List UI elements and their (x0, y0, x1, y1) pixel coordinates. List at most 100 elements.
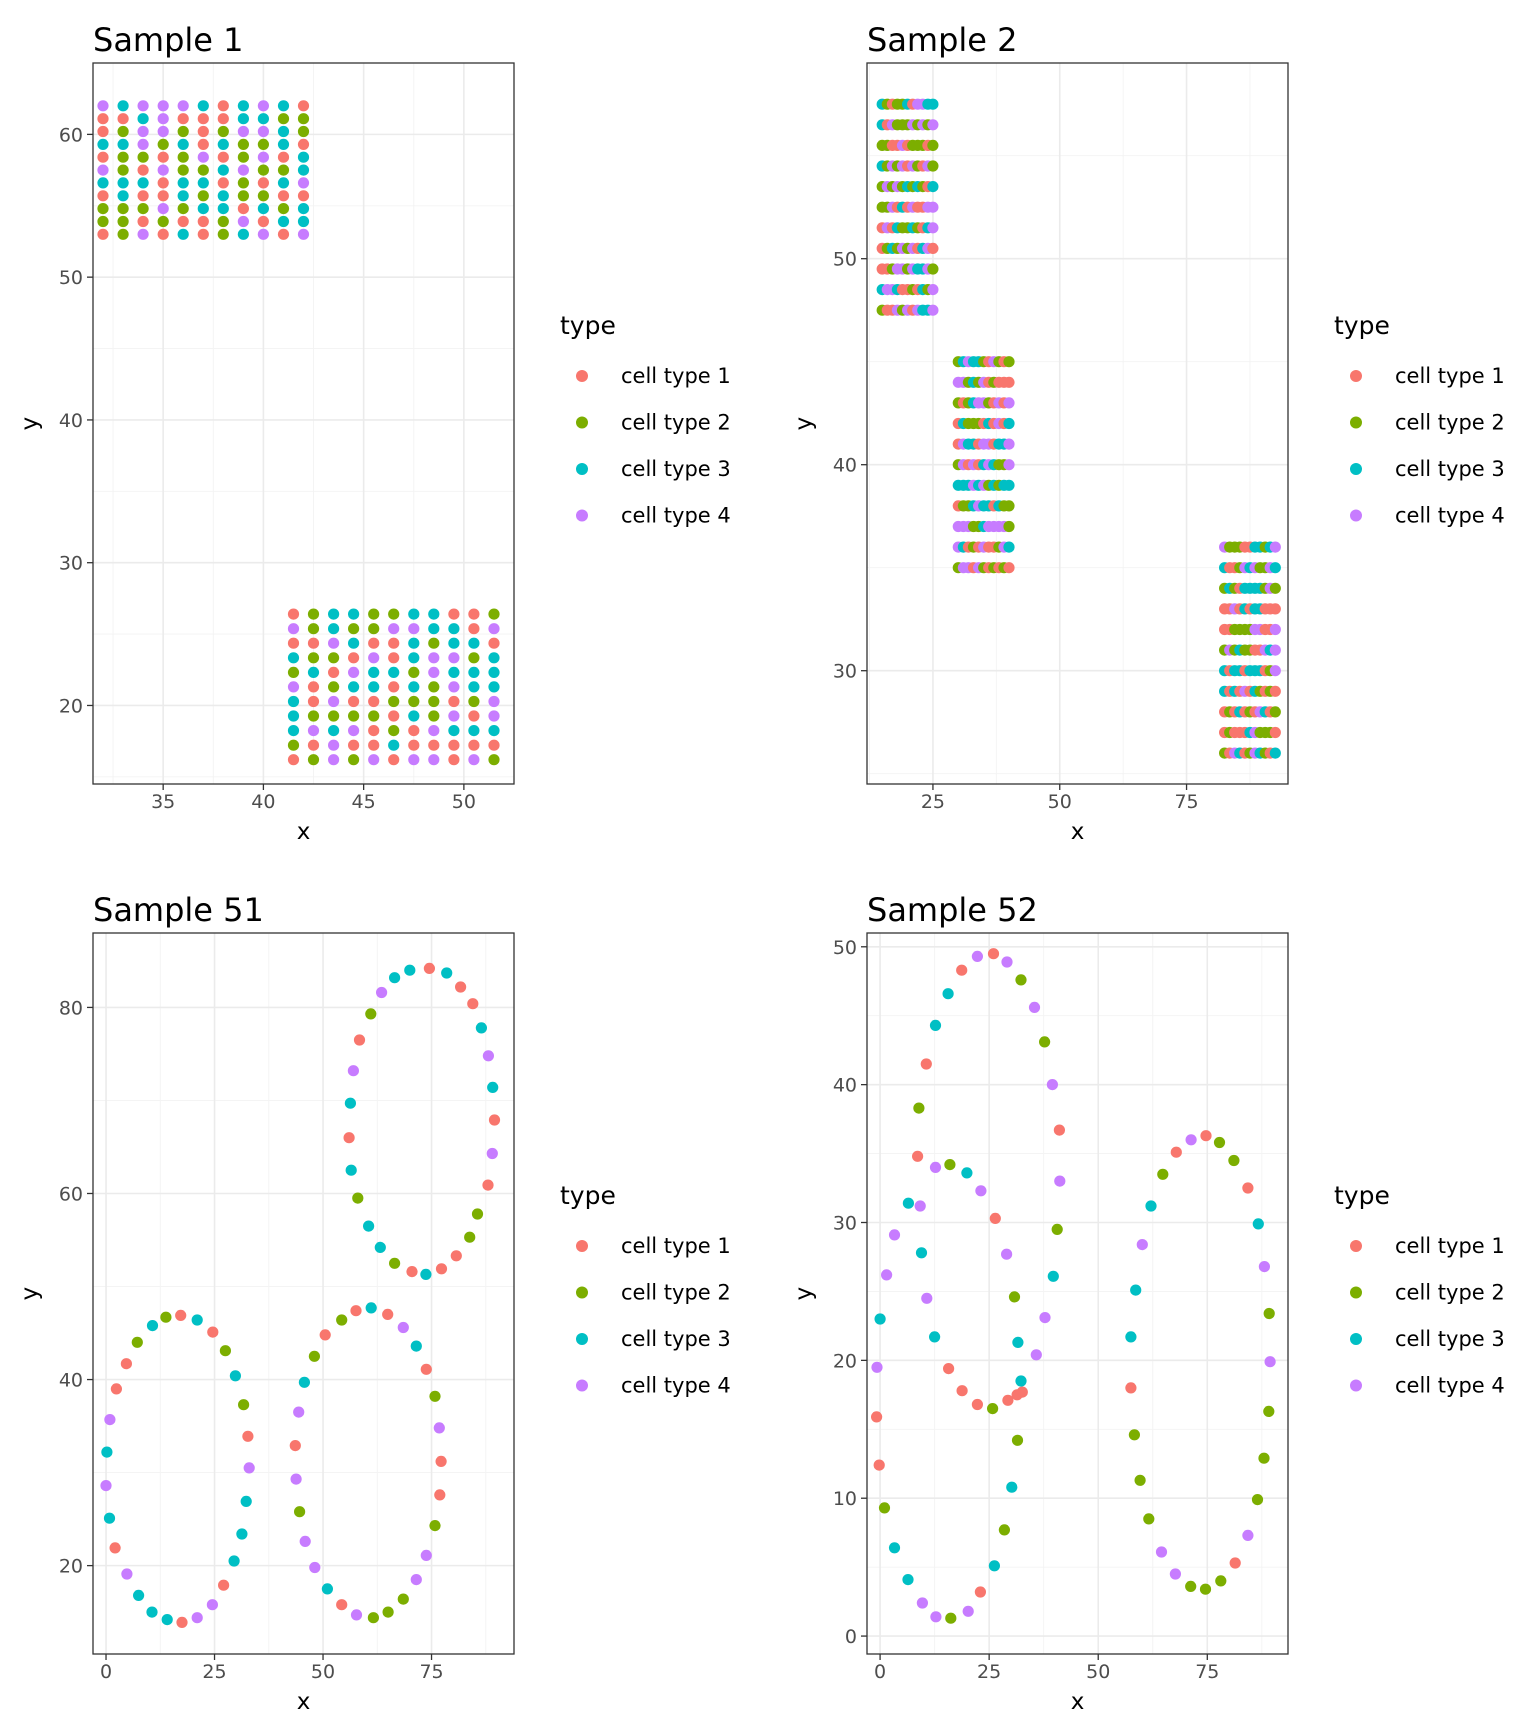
data-point (297, 125, 310, 138)
x-tick-label: 25 (921, 791, 945, 813)
data-point (328, 652, 340, 664)
data-point (410, 1340, 422, 1352)
data-point (471, 1208, 484, 1220)
legend-title: type (1334, 311, 1390, 340)
data-point (347, 1065, 359, 1077)
data-point (1003, 479, 1015, 491)
data-point (927, 284, 939, 296)
data-point (368, 725, 380, 737)
data-point (277, 125, 290, 138)
x-tick-label: 25 (977, 1661, 1001, 1683)
data-point (1136, 1239, 1148, 1251)
data-point (488, 637, 500, 649)
data-point (348, 754, 360, 766)
data-point (927, 304, 939, 316)
data-point (157, 100, 169, 112)
data-point (388, 725, 400, 737)
data-point (428, 725, 440, 737)
data-point (287, 637, 300, 649)
x-axis-title: x (297, 1689, 311, 1715)
legend-label: cell type 1 (621, 1234, 731, 1258)
data-point (1053, 1124, 1065, 1136)
data-point (487, 1081, 499, 1093)
x-axis: 25 50 75 x (921, 784, 1199, 845)
legend-label: cell type 1 (1395, 364, 1505, 388)
data-point (873, 1459, 885, 1471)
legend-title: type (1334, 1181, 1390, 1210)
legend-label: cell type 3 (1395, 457, 1505, 481)
data-point (1003, 397, 1015, 409)
x-tick-label: 75 (1195, 1661, 1219, 1683)
data-point (277, 164, 290, 176)
data-point (468, 710, 480, 722)
panel-border (866, 62, 1289, 785)
data-point (1269, 541, 1281, 553)
data-point (1258, 1452, 1270, 1464)
data-point (388, 739, 400, 751)
x-axis: 0 25 50 75 x (100, 1654, 444, 1715)
data-point (257, 215, 269, 228)
data-point (1229, 1557, 1241, 1569)
data-point (160, 1311, 172, 1323)
y-axis: 30 40 50 y (791, 249, 867, 683)
data-point (348, 681, 360, 693)
data-point (157, 228, 169, 240)
data-point (921, 1292, 933, 1304)
data-point (207, 1326, 219, 1338)
x-tick-label: 75 (419, 1661, 443, 1683)
legend-key (1350, 370, 1362, 382)
x-tick-label: 35 (151, 791, 175, 813)
data-point (352, 1192, 364, 1204)
data-point (1157, 1168, 1169, 1180)
data-point (297, 190, 310, 202)
data-point (448, 623, 460, 635)
data-point (297, 215, 310, 228)
data-point (157, 125, 169, 138)
data-point (97, 164, 109, 176)
data-point (177, 203, 189, 215)
data-point (257, 177, 269, 189)
data-point (1011, 1389, 1023, 1401)
data-point (1269, 706, 1281, 718)
data-point (927, 222, 939, 234)
data-point (1269, 726, 1281, 739)
data-point (328, 739, 340, 751)
data-point (217, 164, 229, 176)
data-point (408, 666, 420, 679)
legend-key (1350, 509, 1362, 522)
x-axis: 35 40 45 50 x (151, 784, 476, 845)
legend-label: cell type 3 (1395, 1327, 1505, 1351)
data-point (1015, 1375, 1027, 1387)
data-point (218, 1579, 230, 1591)
data-point (137, 215, 149, 228)
data-point (103, 1512, 116, 1524)
data-point (420, 1363, 432, 1375)
x-axis: 0 25 50 75 x (874, 1654, 1219, 1715)
data-point (1003, 376, 1015, 388)
data-point (1200, 1130, 1212, 1142)
data-point (428, 623, 440, 635)
data-point (468, 652, 480, 664)
data-point (1269, 747, 1281, 759)
data-point (1269, 562, 1281, 574)
legend-label: cell type 3 (621, 1327, 731, 1351)
data-point (1269, 603, 1281, 615)
data-point (428, 754, 440, 766)
data-point (1130, 1284, 1142, 1296)
data-point (1015, 974, 1027, 986)
data-point (348, 608, 360, 620)
data-point (408, 710, 420, 722)
data-point (287, 666, 300, 679)
data-point (406, 1266, 418, 1278)
data-point (1263, 1405, 1275, 1417)
data-point (448, 725, 460, 737)
data-point (237, 125, 249, 138)
legend-key (1350, 416, 1362, 429)
y-axis-title: y (17, 1287, 43, 1301)
data-point (217, 203, 229, 215)
data-point (368, 652, 380, 664)
data-point (197, 125, 209, 138)
